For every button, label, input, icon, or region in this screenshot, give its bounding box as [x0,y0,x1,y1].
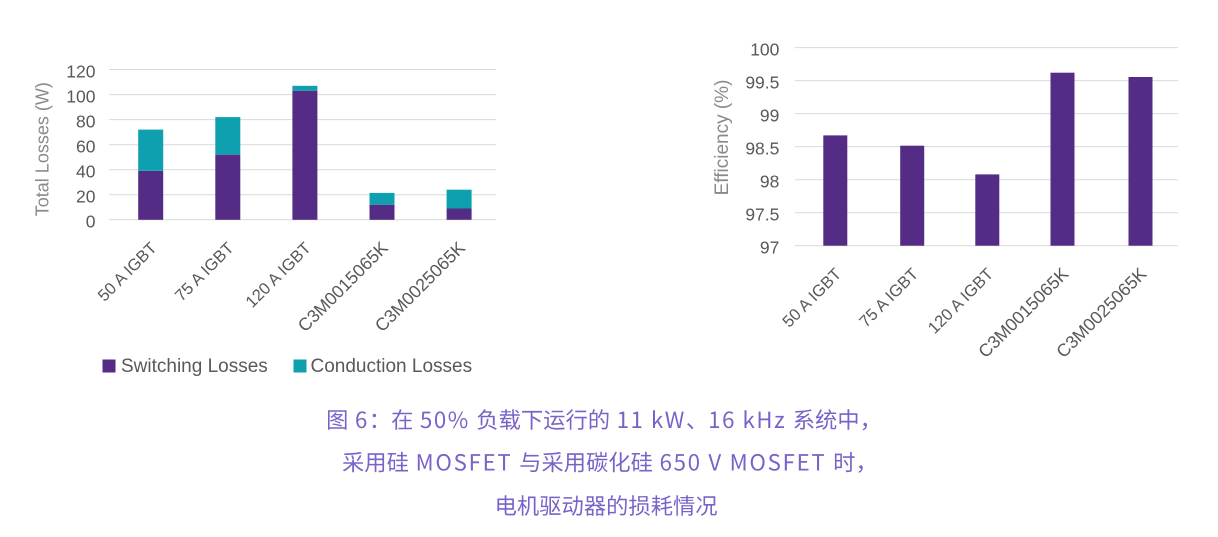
svg-text:100: 100 [750,39,779,59]
svg-text:20: 20 [76,187,96,207]
svg-text:0: 0 [86,212,96,232]
svg-text:Conduction Losses: Conduction Losses [311,356,473,377]
svg-text:80: 80 [76,111,96,131]
svg-text:97.5: 97.5 [745,205,779,225]
svg-text:Efficiency (%): Efficiency (%) [712,80,733,196]
svg-text:97: 97 [760,238,779,258]
svg-text:99: 99 [760,105,779,125]
svg-text:98.5: 98.5 [745,138,779,158]
svg-text:60: 60 [76,137,96,157]
svg-text:120: 120 [66,61,95,81]
svg-text:75 A IGBT: 75 A IGBT [856,265,922,331]
svg-text:98: 98 [760,172,779,192]
svg-text:120 A IGBT: 120 A IGBT [925,265,997,337]
svg-text:50 A IGBT: 50 A IGBT [779,265,845,331]
svg-text:75 A IGBT: 75 A IGBT [172,239,238,305]
svg-text:120 A IGBT: 120 A IGBT [242,239,314,311]
svg-text:99.5: 99.5 [745,72,779,92]
svg-text:100: 100 [66,86,95,106]
svg-text:50 A IGBT: 50 A IGBT [95,239,161,305]
svg-text:40: 40 [76,162,96,182]
svg-text:Total Losses (W): Total Losses (W) [33,82,53,216]
svg-text:Switching Losses: Switching Losses [121,356,268,377]
